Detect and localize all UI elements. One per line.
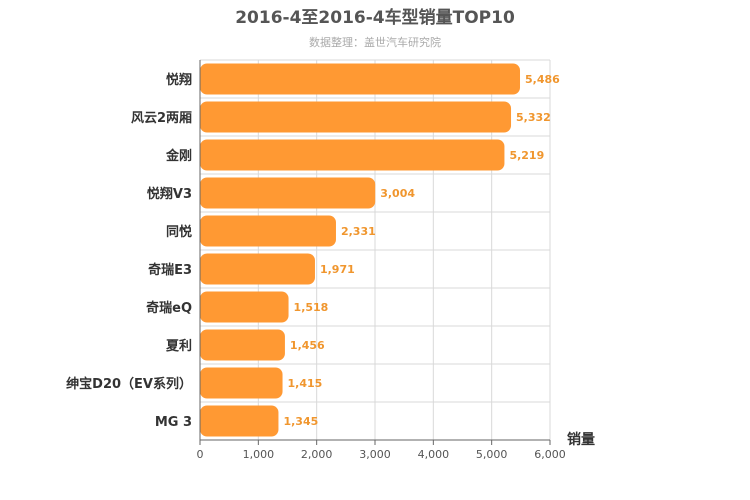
value-label: 5,332	[516, 111, 551, 124]
bar	[200, 101, 512, 133]
x-tick-label: 0	[197, 448, 204, 461]
chart-subtitle: 数据整理：盖世汽车研究院	[309, 35, 441, 49]
x-tick-label: 1,000	[243, 448, 275, 461]
bar	[200, 139, 505, 171]
chart-title: 2016-4至2016-4车型销量TOP10	[235, 7, 515, 28]
value-label: 1,415	[288, 377, 323, 390]
value-label: 1,971	[320, 263, 355, 276]
x-tick-label: 6,000	[534, 448, 566, 461]
category-label: 悦翔	[166, 72, 192, 88]
value-label: 5,486	[525, 73, 560, 86]
category-label: 奇瑞eQ	[146, 300, 192, 316]
category-label: MG 3	[155, 415, 192, 430]
category-label: 同悦	[166, 224, 192, 240]
value-label: 2,331	[341, 225, 376, 238]
bar	[200, 253, 315, 285]
category-label: 风云2两厢	[131, 111, 192, 126]
category-label: 奇瑞E3	[148, 262, 192, 278]
x-axis-title: 销量	[567, 431, 595, 448]
value-label: 3,004	[380, 187, 415, 200]
bars: 5,486 5,332 5,219 3,004 2,331 1,971 1,518 1,456…	[200, 63, 560, 437]
value-label: 1,456	[290, 339, 325, 352]
bar	[200, 405, 279, 437]
value-label: 1,518	[294, 301, 329, 314]
x-tick-label: 4,000	[418, 448, 450, 461]
category-label: 绅宝D20（EV系列）	[66, 376, 192, 392]
x-tick-label: 2,000	[301, 448, 333, 461]
bar	[200, 215, 336, 247]
category-label: 金刚	[165, 148, 192, 164]
value-label: 1,345	[283, 415, 318, 428]
bar	[200, 329, 285, 361]
category-label: 悦翔V3	[147, 186, 192, 202]
bar	[200, 63, 521, 95]
bar	[200, 367, 283, 399]
category-label: 夏利	[165, 338, 192, 354]
bar	[200, 291, 289, 323]
x-tick-label: 3,000	[359, 448, 391, 461]
bar	[200, 177, 376, 209]
x-tick-label: 5,000	[476, 448, 508, 461]
value-label: 5,219	[509, 149, 544, 162]
